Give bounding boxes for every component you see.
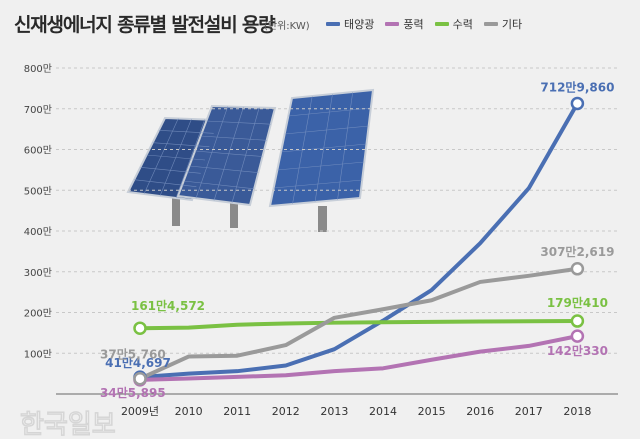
y-tick-label: 100만 — [24, 348, 52, 360]
series-line-태양광 — [138, 101, 580, 380]
x-tick-label: 2013 — [320, 405, 348, 418]
data-label-start: 161만4,572 — [131, 298, 205, 313]
x-tick-label: 2012 — [272, 405, 300, 418]
watermark: 한국일보 — [20, 409, 116, 439]
solar-panel-illustration — [126, 88, 375, 232]
chart-title: 신재생에너지 종류별 발전설비 용량 — [14, 14, 276, 36]
data-label-start: 37만5,760 — [100, 347, 166, 362]
series-line-수력 — [138, 319, 580, 331]
data-labels: 41만4,697 712만9,860 34만5,895 142만330 161만4,57… — [100, 79, 614, 399]
y-tick-label: 600만 — [24, 145, 52, 157]
legend-swatch — [326, 22, 340, 26]
legend-swatch — [483, 22, 498, 26]
series-markers — [133, 96, 585, 387]
legend-item: 기타 — [483, 16, 523, 32]
series-marker — [570, 262, 585, 276]
y-tick-label: 800만 — [24, 63, 52, 75]
legend-swatch — [434, 22, 449, 26]
y-axis: 100만 200만 300만 400만 500만 600만 700만 800만 — [24, 63, 618, 395]
data-label-start: 34만5,895 — [100, 385, 166, 400]
x-tick-label: 2009년 — [121, 405, 159, 418]
series-marker — [570, 329, 585, 343]
unit-label: (단위:KW) — [264, 21, 310, 32]
series-line-기타 — [138, 266, 580, 381]
legend-label: 기타 — [501, 18, 523, 31]
y-tick-label: 700만 — [24, 104, 52, 116]
y-tick-label: 200만 — [24, 308, 52, 320]
data-label-end: 179만410 — [547, 295, 608, 310]
legend-label: 수력 — [452, 18, 473, 31]
legend-label: 풍력 — [403, 18, 424, 31]
series-marker — [133, 371, 147, 386]
x-tick-label: 2015 — [418, 405, 446, 418]
series-marker — [570, 96, 585, 111]
series-lines — [138, 101, 580, 382]
x-tick-label: 2018 — [563, 405, 591, 418]
series-line-풍력 — [138, 334, 580, 382]
x-axis: 2009년 2010 2011 2012 2013 2014 2015 2016 2017 201… — [121, 405, 591, 418]
series-marker — [570, 314, 585, 328]
legend-item: 수력 — [434, 16, 473, 32]
legend-swatch — [385, 22, 400, 26]
x-tick-label: 2010 — [175, 405, 203, 418]
data-label-end: 307만2,619 — [540, 244, 614, 259]
x-tick-label: 2016 — [466, 405, 494, 418]
y-tick-label: 300만 — [24, 267, 52, 279]
y-tick-label: 500만 — [24, 185, 52, 197]
legend-item: 풍력 — [385, 16, 424, 32]
legend-item: 태양광 — [326, 16, 374, 32]
x-tick-label: 2014 — [369, 405, 397, 418]
y-tick-label: 400만 — [24, 226, 52, 238]
legend: 태양광 풍력 수력 기타 — [326, 16, 522, 32]
x-tick-label: 2011 — [223, 405, 251, 418]
series-marker — [133, 321, 147, 335]
x-tick-label: 2017 — [515, 405, 543, 418]
data-label-end: 142만330 — [547, 343, 608, 358]
data-label-end: 712만9,860 — [540, 79, 614, 94]
data-label-start: 41만4,697 — [105, 355, 171, 370]
legend-label: 태양광 — [344, 18, 375, 31]
